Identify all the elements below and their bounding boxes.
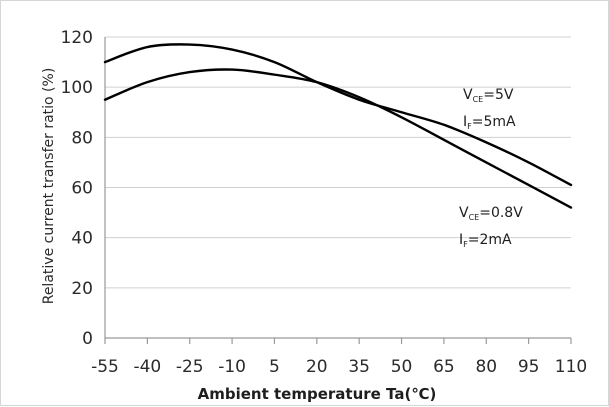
series-1-annotation: VCE=5V IF=5mA: [463, 87, 516, 131]
x-tick-label: 80: [475, 357, 497, 377]
x-tick-label: 35: [348, 357, 370, 377]
axes: [104, 37, 572, 344]
x-tick-label: 110: [555, 357, 587, 377]
x-tick-label: -10: [218, 357, 246, 377]
series-1-vce-value: 5V: [495, 87, 514, 103]
x-tick-label: -25: [176, 357, 204, 377]
series-2-vce-value: 0.8V: [491, 205, 523, 221]
y-tick-label: 40: [71, 229, 93, 249]
x-tick-label: 95: [518, 357, 540, 377]
y-tick-label: 20: [71, 279, 93, 299]
x-tick-label: -55: [91, 357, 119, 377]
x-axis-label: Ambient temperature Ta(℃): [198, 385, 437, 403]
series-1-if-label: IF=5mA: [463, 114, 516, 131]
series-2-if-value: 2mA: [479, 232, 512, 248]
x-tick-label: 5: [269, 357, 280, 377]
gridlines: [105, 36, 571, 289]
x-tick-label: 50: [391, 357, 413, 377]
series-2-if-label: IF=2mA: [459, 232, 512, 249]
y-axis-label: Relative current transfer ratio (%): [41, 68, 57, 305]
series-lines: [103, 43, 573, 209]
x-tick-label: -40: [133, 357, 161, 377]
x-tick-label: 20: [306, 357, 328, 377]
tick-labels: 0 20 40 60 80 100 120 -55 -40 -25 -10 5 20 35 50 65 80 95…: [61, 28, 588, 377]
series-2-annotation: VCE=0.8V IF=2mA: [459, 205, 523, 249]
series-2-line: [103, 68, 573, 209]
series-1-line: [103, 43, 573, 187]
y-tick-label: 60: [71, 179, 93, 199]
series-1-if-value: 5mA: [483, 114, 516, 130]
y-tick-label: 120: [61, 28, 93, 48]
y-tick-label: 0: [82, 329, 93, 349]
series-2-vce-label: VCE=0.8V: [459, 205, 523, 222]
y-tick-label: 100: [61, 78, 93, 98]
series-1-vce-label: VCE=5V: [463, 87, 514, 104]
y-tick-label: 80: [71, 128, 93, 148]
x-tick-label: 65: [433, 357, 455, 377]
